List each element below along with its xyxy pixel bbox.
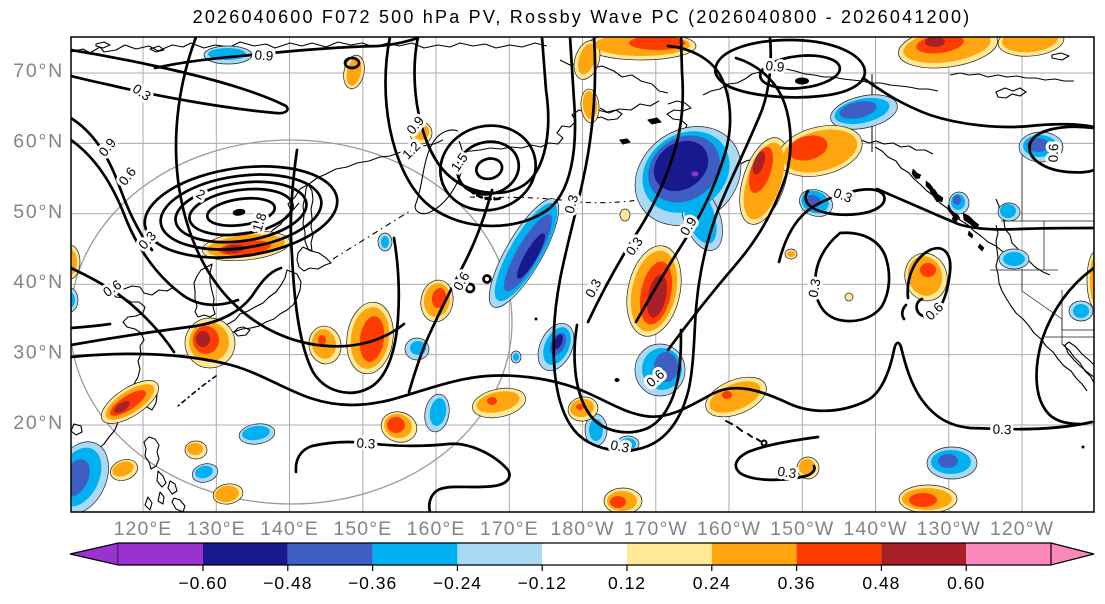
svg-text:50°N: 50°N <box>13 201 64 223</box>
svg-text:1.5: 1.5 <box>448 150 471 174</box>
svg-text:130°E: 130°E <box>187 518 246 540</box>
svg-text:0.9: 0.9 <box>765 58 785 75</box>
svg-text:−0.36: −0.36 <box>348 573 397 593</box>
svg-text:0.36: 0.36 <box>778 573 816 593</box>
svg-text:120°E: 120°E <box>114 518 173 540</box>
svg-text:0.3: 0.3 <box>831 185 854 206</box>
svg-text:−0.48: −0.48 <box>263 573 312 593</box>
svg-text:0.9: 0.9 <box>254 47 274 63</box>
svg-text:60°N: 60°N <box>13 130 64 152</box>
svg-text:−0.24: −0.24 <box>433 573 482 593</box>
svg-text:0.3: 0.3 <box>609 437 630 456</box>
svg-text:140°W: 140°W <box>843 518 907 540</box>
svg-text:0.3: 0.3 <box>623 234 646 258</box>
svg-text:130°W: 130°W <box>917 518 981 540</box>
svg-text:0.3: 0.3 <box>356 435 376 451</box>
svg-text:2026040600 F072 500 hPa PV, Ro: 2026040600 F072 500 hPa PV, Rossby Wave … <box>193 7 972 27</box>
svg-text:−0.60: −0.60 <box>178 573 227 593</box>
svg-text:140°E: 140°E <box>260 518 319 540</box>
svg-text:20°N: 20°N <box>13 412 64 434</box>
svg-text:120°W: 120°W <box>990 518 1054 540</box>
svg-text:160°E: 160°E <box>407 518 466 540</box>
svg-text:0.24: 0.24 <box>693 573 731 593</box>
svg-text:150°E: 150°E <box>333 518 392 540</box>
svg-text:30°N: 30°N <box>13 342 64 364</box>
svg-text:170°W: 170°W <box>624 518 688 540</box>
svg-text:40°N: 40°N <box>13 271 64 293</box>
svg-text:0.6: 0.6 <box>1046 143 1062 162</box>
svg-text:0.6: 0.6 <box>450 269 472 293</box>
svg-text:0.3: 0.3 <box>805 278 823 299</box>
svg-text:70°N: 70°N <box>13 60 64 82</box>
svg-text:0.48: 0.48 <box>862 573 900 593</box>
svg-text:150°W: 150°W <box>770 518 834 540</box>
svg-text:0.3: 0.3 <box>992 422 1011 438</box>
svg-text:160°W: 160°W <box>697 518 761 540</box>
svg-text:0.9: 0.9 <box>96 135 119 159</box>
svg-text:0.3: 0.3 <box>562 193 581 215</box>
svg-text:0.60: 0.60 <box>947 573 985 593</box>
svg-text:0.3: 0.3 <box>777 464 798 481</box>
svg-text:180°W: 180°W <box>550 518 614 540</box>
svg-text:0.3: 0.3 <box>130 81 154 104</box>
svg-text:−0.12: −0.12 <box>518 573 567 593</box>
svg-text:170°E: 170°E <box>480 518 539 540</box>
svg-text:0.12: 0.12 <box>608 573 646 593</box>
